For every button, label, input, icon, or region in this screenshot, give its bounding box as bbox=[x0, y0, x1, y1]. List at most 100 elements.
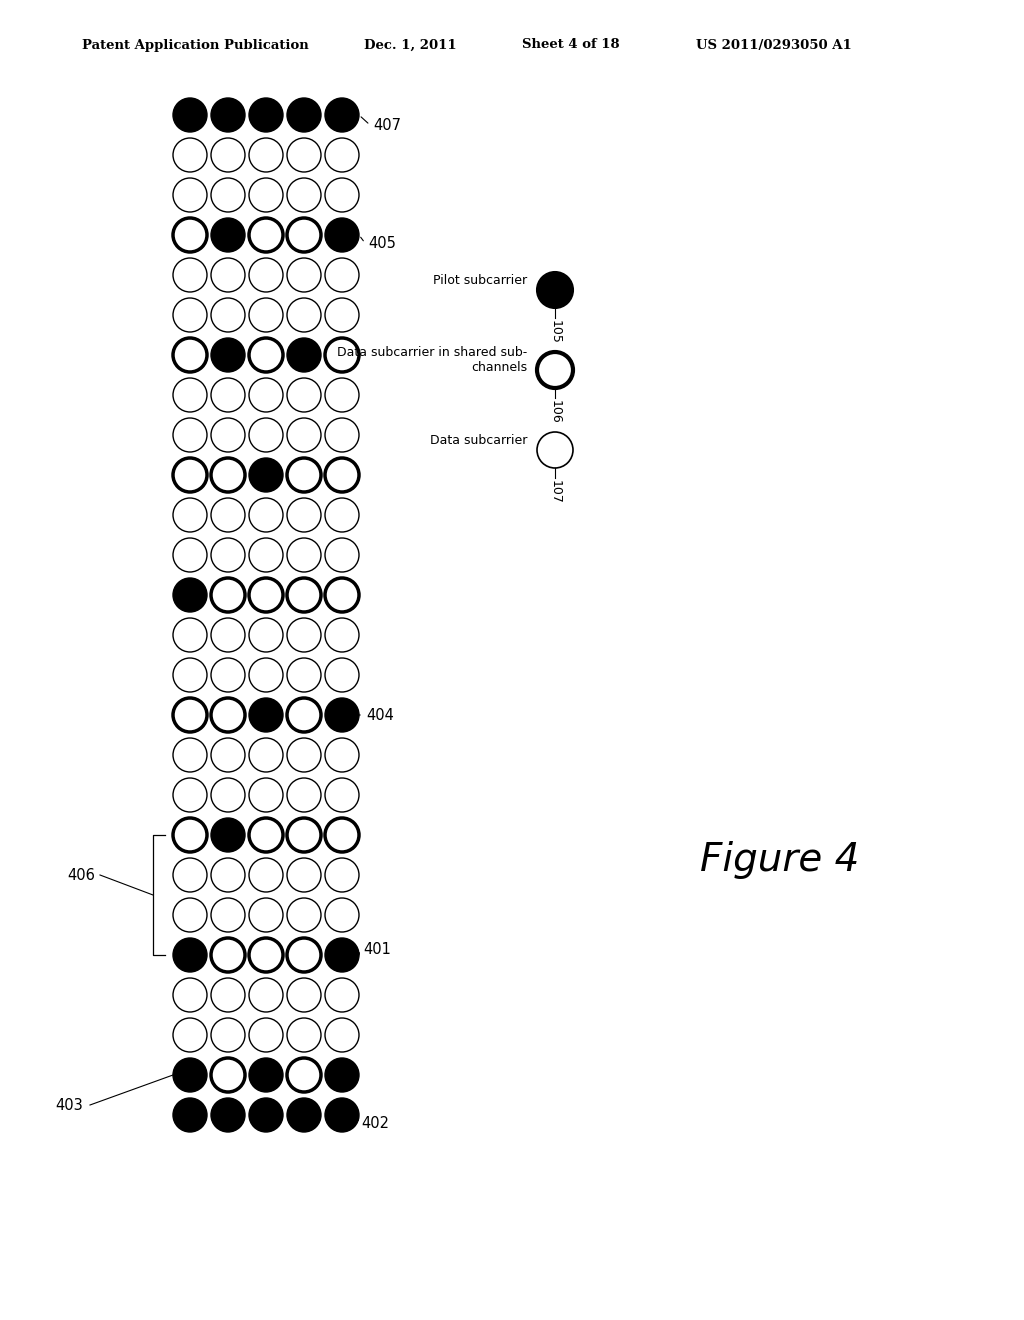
Circle shape bbox=[325, 818, 359, 851]
Circle shape bbox=[287, 539, 321, 572]
Circle shape bbox=[287, 378, 321, 412]
Circle shape bbox=[325, 378, 359, 412]
Circle shape bbox=[173, 298, 207, 333]
Circle shape bbox=[325, 898, 359, 932]
Text: Figure 4: Figure 4 bbox=[700, 841, 860, 879]
Circle shape bbox=[249, 1018, 283, 1052]
Circle shape bbox=[211, 578, 245, 612]
Circle shape bbox=[211, 298, 245, 333]
Circle shape bbox=[173, 458, 207, 492]
Circle shape bbox=[287, 657, 321, 692]
Circle shape bbox=[173, 1018, 207, 1052]
Circle shape bbox=[249, 578, 283, 612]
Circle shape bbox=[211, 418, 245, 451]
Circle shape bbox=[173, 777, 207, 812]
Circle shape bbox=[249, 1098, 283, 1133]
Circle shape bbox=[287, 818, 321, 851]
Text: Data subcarrier in shared sub-
channels: Data subcarrier in shared sub- channels bbox=[337, 346, 527, 374]
Circle shape bbox=[249, 378, 283, 412]
Circle shape bbox=[173, 378, 207, 412]
Circle shape bbox=[173, 98, 207, 132]
Text: Pilot subcarrier: Pilot subcarrier bbox=[433, 273, 527, 286]
Circle shape bbox=[211, 898, 245, 932]
Circle shape bbox=[325, 218, 359, 252]
Text: 107: 107 bbox=[549, 480, 561, 504]
Circle shape bbox=[211, 858, 245, 892]
Circle shape bbox=[249, 777, 283, 812]
Circle shape bbox=[325, 458, 359, 492]
Circle shape bbox=[325, 698, 359, 733]
Text: 405: 405 bbox=[368, 235, 396, 251]
Circle shape bbox=[173, 218, 207, 252]
Circle shape bbox=[325, 298, 359, 333]
Circle shape bbox=[249, 978, 283, 1012]
Circle shape bbox=[173, 858, 207, 892]
Circle shape bbox=[173, 1059, 207, 1092]
Circle shape bbox=[173, 139, 207, 172]
Circle shape bbox=[249, 939, 283, 972]
Circle shape bbox=[211, 98, 245, 132]
Circle shape bbox=[173, 539, 207, 572]
Circle shape bbox=[211, 777, 245, 812]
Circle shape bbox=[287, 698, 321, 733]
Circle shape bbox=[325, 98, 359, 132]
Circle shape bbox=[211, 539, 245, 572]
Circle shape bbox=[173, 698, 207, 733]
Circle shape bbox=[325, 1018, 359, 1052]
Circle shape bbox=[211, 257, 245, 292]
Circle shape bbox=[211, 1059, 245, 1092]
Circle shape bbox=[325, 657, 359, 692]
Text: 106: 106 bbox=[549, 400, 561, 424]
Circle shape bbox=[325, 338, 359, 372]
Circle shape bbox=[173, 618, 207, 652]
Circle shape bbox=[325, 978, 359, 1012]
Text: 407: 407 bbox=[373, 117, 401, 132]
Circle shape bbox=[211, 1098, 245, 1133]
Circle shape bbox=[325, 539, 359, 572]
Circle shape bbox=[173, 939, 207, 972]
Circle shape bbox=[249, 858, 283, 892]
Circle shape bbox=[249, 218, 283, 252]
Circle shape bbox=[287, 1059, 321, 1092]
Circle shape bbox=[537, 272, 573, 308]
Circle shape bbox=[325, 178, 359, 213]
Circle shape bbox=[287, 418, 321, 451]
Circle shape bbox=[173, 257, 207, 292]
Text: Patent Application Publication: Patent Application Publication bbox=[82, 38, 308, 51]
Circle shape bbox=[249, 1059, 283, 1092]
Text: 401: 401 bbox=[362, 942, 391, 957]
Circle shape bbox=[287, 1098, 321, 1133]
Text: 402: 402 bbox=[361, 1115, 389, 1130]
Circle shape bbox=[211, 498, 245, 532]
Circle shape bbox=[287, 618, 321, 652]
Circle shape bbox=[211, 139, 245, 172]
Circle shape bbox=[211, 818, 245, 851]
Text: Data subcarrier: Data subcarrier bbox=[430, 433, 527, 446]
Circle shape bbox=[287, 98, 321, 132]
Circle shape bbox=[249, 657, 283, 692]
Circle shape bbox=[287, 298, 321, 333]
Circle shape bbox=[211, 338, 245, 372]
Circle shape bbox=[287, 178, 321, 213]
Circle shape bbox=[249, 98, 283, 132]
Circle shape bbox=[537, 432, 573, 469]
Circle shape bbox=[173, 978, 207, 1012]
Circle shape bbox=[287, 257, 321, 292]
Circle shape bbox=[249, 818, 283, 851]
Circle shape bbox=[211, 618, 245, 652]
Circle shape bbox=[287, 1018, 321, 1052]
Circle shape bbox=[287, 578, 321, 612]
Text: US 2011/0293050 A1: US 2011/0293050 A1 bbox=[696, 38, 852, 51]
Circle shape bbox=[325, 1098, 359, 1133]
Circle shape bbox=[249, 338, 283, 372]
Circle shape bbox=[287, 898, 321, 932]
Circle shape bbox=[325, 498, 359, 532]
Circle shape bbox=[211, 978, 245, 1012]
Circle shape bbox=[249, 738, 283, 772]
Circle shape bbox=[325, 858, 359, 892]
Circle shape bbox=[287, 139, 321, 172]
Circle shape bbox=[211, 738, 245, 772]
Circle shape bbox=[211, 939, 245, 972]
Text: 404: 404 bbox=[366, 708, 394, 722]
Circle shape bbox=[173, 498, 207, 532]
